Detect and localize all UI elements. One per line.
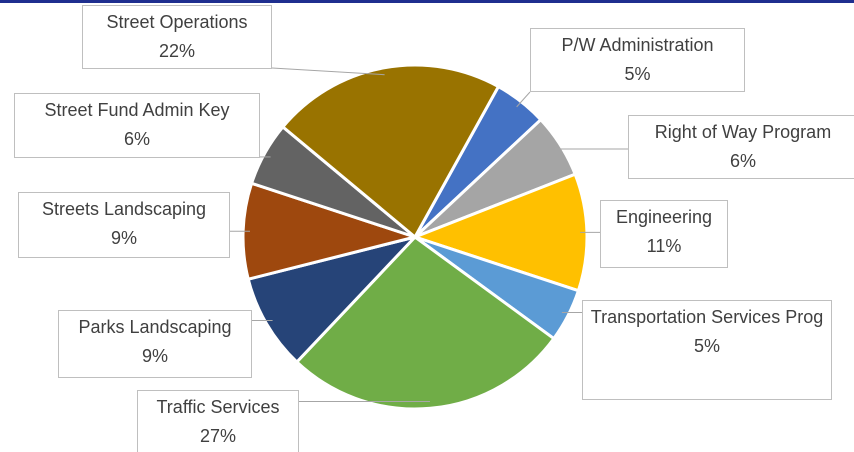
value-label: 11% xyxy=(646,236,682,256)
category-name: P/W Administration xyxy=(561,35,714,55)
value-label: 22% xyxy=(158,41,196,61)
category-name: Streets Landscaping xyxy=(41,199,207,219)
data-label: Street Fund Admin Key 6% xyxy=(14,93,260,158)
category-name: Engineering xyxy=(615,207,713,227)
value-label: 27% xyxy=(199,426,237,446)
pie-slice xyxy=(294,235,556,411)
leader-line xyxy=(271,67,385,76)
pie-slice xyxy=(280,63,501,240)
data-label: Streets Landscaping 9% xyxy=(18,192,230,258)
data-label: Engineering 11% xyxy=(600,200,728,268)
data-label: P/W Administration 5% xyxy=(530,28,745,92)
data-label: Parks Landscaping 9% xyxy=(58,310,252,378)
category-name: Street Fund Admin Key xyxy=(44,100,230,120)
value-label: 9% xyxy=(141,346,168,366)
pie-slice xyxy=(246,234,420,365)
data-label: Transportation Services Prog 5% xyxy=(582,300,832,400)
category-name: Street Operations xyxy=(106,12,248,32)
value-label: 5% xyxy=(624,64,651,84)
top-bar xyxy=(0,0,854,3)
data-label: Street Operations 22% xyxy=(82,5,272,69)
value-label: 5% xyxy=(693,336,720,356)
value-label: 6% xyxy=(123,129,150,149)
data-label: Traffic Services 27% xyxy=(137,390,299,452)
category-name: Right of Way Program xyxy=(654,122,832,142)
category-name: Traffic Services xyxy=(156,397,280,417)
category-name: Transportation Services Prog xyxy=(590,307,824,327)
value-label: 9% xyxy=(110,228,137,248)
data-label: Right of Way Program 6% xyxy=(628,115,854,179)
category-name: Parks Landscaping xyxy=(78,317,232,337)
value-label: 6% xyxy=(729,151,756,171)
leader-line xyxy=(516,91,531,108)
